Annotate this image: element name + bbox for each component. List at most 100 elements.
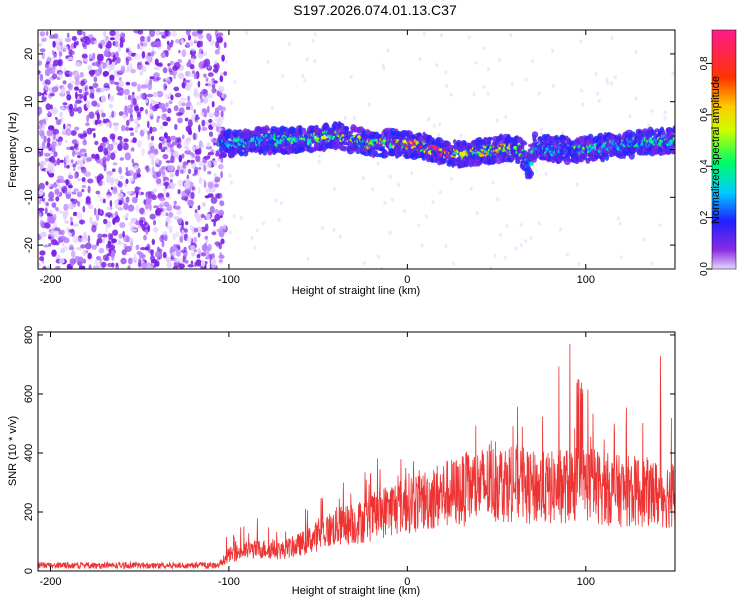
noise-speckle [211, 160, 218, 164]
noise-speckle [43, 265, 47, 269]
noise-speckle [117, 181, 123, 188]
noise-speckle [391, 197, 394, 202]
noise-speckle [388, 230, 392, 235]
noise-speckle [193, 87, 199, 94]
noise-speckle [565, 252, 569, 257]
noise-speckle [159, 235, 164, 243]
signal-halo [300, 127, 307, 133]
noise-speckle [417, 223, 421, 228]
noise-speckle [74, 150, 78, 156]
noise-speckle [184, 117, 189, 122]
noise-speckle [173, 86, 180, 92]
noise-speckle [208, 112, 215, 118]
noise-speckle [191, 31, 199, 37]
noise-speckle [177, 72, 185, 80]
colorbar-tick-label: 0.8 [699, 56, 710, 70]
noise-speckle [149, 203, 152, 211]
noise-speckle [82, 249, 86, 256]
noise-speckle [166, 216, 170, 223]
noise-speckle [610, 36, 614, 41]
noise-speckle [172, 233, 177, 241]
noise-speckle [145, 165, 150, 173]
noise-speckle [179, 235, 184, 243]
colorbar-tick-label: 0.6 [699, 107, 710, 121]
noise-speckle [197, 33, 204, 40]
noise-speckle [106, 60, 110, 68]
noise-speckle [75, 71, 78, 77]
noise-speckle [112, 229, 119, 236]
noise-speckle [81, 184, 87, 189]
noise-speckle [102, 156, 107, 163]
noise-speckle [650, 108, 654, 113]
noise-speckle [127, 50, 133, 56]
noise-speckle [200, 97, 204, 104]
noise-speckle [114, 178, 119, 185]
noise-speckle [445, 84, 448, 89]
noise-speckle [160, 136, 166, 141]
noise-speckle [145, 196, 152, 205]
noise-speckle [182, 134, 185, 140]
noise-speckle [128, 222, 132, 226]
signal-halo [672, 125, 675, 134]
noise-speckle [139, 70, 144, 76]
noise-speckle [130, 132, 135, 137]
noise-speckle [221, 93, 225, 98]
noise-speckle [218, 242, 222, 250]
noise-speckle [91, 244, 97, 250]
noise-speckle [147, 225, 151, 232]
noise-speckle [77, 178, 82, 182]
noise-speckle [69, 110, 75, 117]
noise-speckle [114, 203, 119, 209]
noise-speckle [180, 169, 184, 174]
noise-speckle [427, 117, 431, 122]
noise-speckle [211, 139, 218, 143]
noise-speckle [154, 58, 159, 66]
noise-speckle [619, 255, 623, 260]
noise-speckle [44, 207, 48, 215]
noise-speckle [189, 63, 195, 70]
noise-speckle [376, 161, 380, 166]
noise-speckle [169, 145, 174, 153]
noise-speckle [262, 221, 265, 226]
noise-speckle [377, 254, 380, 259]
noise-speckle [606, 80, 609, 85]
noise-speckle [172, 265, 179, 269]
noise-speckle [93, 132, 96, 138]
noise-speckle [203, 58, 211, 67]
noise-speckle [106, 122, 110, 127]
noise-speckle [183, 139, 190, 146]
noise-speckle [186, 236, 192, 243]
noise-speckle [220, 110, 224, 118]
noise-speckle [208, 131, 214, 137]
noise-speckle [208, 118, 213, 124]
noise-speckle [130, 217, 137, 224]
noise-speckle [168, 164, 174, 172]
noise-speckle [213, 80, 218, 84]
noise-speckle [187, 199, 194, 207]
noise-speckle [163, 83, 168, 91]
noise-speckle [38, 188, 44, 196]
signal-halo [263, 127, 271, 131]
noise-speckle [204, 235, 209, 240]
noise-speckle [217, 118, 223, 125]
noise-speckle [194, 166, 199, 174]
noise-speckle [153, 50, 157, 55]
noise-speckle [650, 261, 653, 266]
noise-speckle [195, 155, 201, 163]
noise-speckle [91, 100, 98, 107]
noise-speckle [62, 102, 68, 106]
noise-speckle [81, 177, 86, 182]
noise-speckle [136, 251, 142, 255]
noise-speckle [135, 204, 140, 213]
noise-speckle [82, 130, 87, 138]
noise-speckle [181, 220, 184, 228]
noise-speckle [99, 142, 106, 148]
noise-speckle [173, 216, 180, 220]
noise-speckle [90, 40, 93, 45]
noise-speckle [203, 51, 208, 57]
noise-speckle [493, 253, 497, 258]
noise-speckle [69, 146, 75, 151]
noise-speckle [109, 74, 115, 81]
noise-speckle [472, 92, 476, 97]
